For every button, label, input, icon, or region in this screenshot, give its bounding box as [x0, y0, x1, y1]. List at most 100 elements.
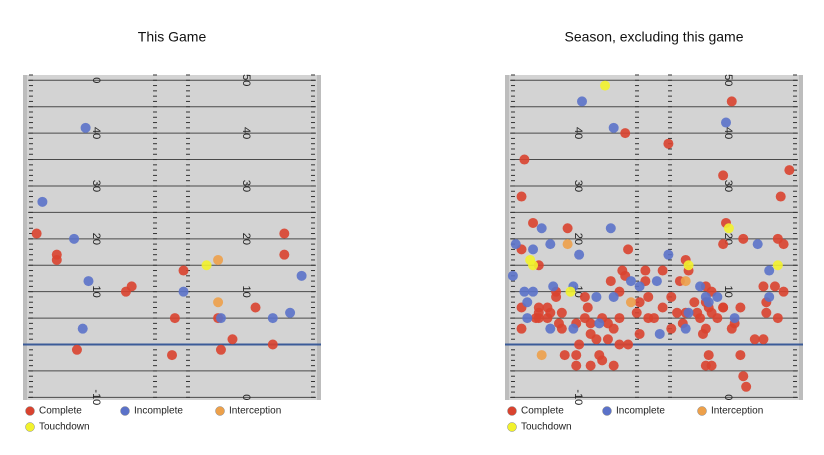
pass-point: [729, 313, 740, 324]
pass-point: [227, 334, 238, 345]
y2-tick-label: 50: [240, 74, 252, 86]
pass-point: [706, 360, 717, 371]
pass-point: [623, 244, 634, 255]
pass-point: [545, 323, 556, 334]
pass-point: [672, 307, 683, 318]
pass-point: [654, 328, 665, 339]
pass-point: [680, 276, 691, 287]
chart: Season, excluding this game 40 30 20 10 -10 50…: [505, 29, 803, 433]
pass-point: [519, 154, 530, 165]
pass-point: [528, 217, 539, 228]
y-tick-label: -10: [90, 389, 102, 405]
pass-point: [536, 223, 547, 234]
pass-point: [718, 239, 729, 250]
pass-point: [623, 339, 634, 350]
y2-tick-label: 40: [240, 127, 252, 139]
pass-point: [712, 291, 723, 302]
pass-point: [697, 328, 708, 339]
pass-point: [634, 328, 645, 339]
pass-point: [738, 233, 749, 244]
pass-point: [649, 313, 659, 324]
legend-label: Touchdown: [521, 422, 572, 433]
pass-point: [643, 291, 654, 302]
chart-title: This Game: [138, 29, 207, 45]
pass-point: [680, 323, 691, 334]
pass-point: [285, 307, 296, 318]
pass-point: [764, 265, 775, 276]
pass-point: [723, 223, 734, 234]
pass-point: [571, 360, 582, 371]
pass-point: [666, 323, 677, 334]
pass-point: [279, 228, 290, 239]
pass-point: [533, 313, 544, 324]
pass-point: [625, 276, 636, 287]
pass-point: [536, 350, 547, 361]
pass-point: [548, 281, 559, 292]
pass-point: [769, 281, 780, 292]
legend-marker: [25, 406, 35, 416]
pass-point: [634, 281, 645, 292]
pass-point: [507, 270, 518, 281]
field: [505, 75, 803, 400]
pass-point: [663, 249, 674, 260]
chart: This Game 0 40 30 20 10 -10 50 40 30 20 10 0 Complete…: [23, 29, 321, 433]
pass-point: [651, 276, 662, 287]
pass-point: [735, 350, 746, 361]
pass-point: [614, 313, 625, 324]
y2-tick-label: 0: [722, 394, 734, 400]
y-tick-label: 0: [90, 77, 102, 83]
pass-point: [528, 244, 539, 255]
pass-point: [585, 318, 596, 329]
pass-point: [556, 307, 567, 318]
pass-point: [721, 117, 731, 128]
pass-point: [522, 313, 533, 324]
y2-tick-label: 40: [722, 127, 734, 139]
pass-point: [574, 339, 585, 350]
pass-point: [657, 265, 668, 276]
legend-marker: [602, 406, 612, 416]
pass-point: [666, 291, 677, 302]
pass-point: [614, 339, 625, 350]
pass-point: [565, 286, 576, 297]
pass-point: [562, 239, 573, 250]
legend-label: Interception: [229, 406, 281, 417]
y-tick-label: 40: [572, 127, 584, 139]
y2-tick-label: 20: [240, 233, 252, 245]
pass-point: [625, 297, 636, 308]
pass-point: [585, 328, 596, 339]
pass-point: [778, 239, 789, 250]
pass-point: [634, 297, 645, 308]
pass-point: [784, 165, 795, 176]
legend-label: Interception: [711, 406, 763, 417]
pass-point: [620, 128, 631, 139]
pass-point: [718, 170, 729, 181]
pass-point: [663, 138, 674, 149]
legend-marker: [507, 422, 517, 432]
legend-marker: [120, 406, 130, 416]
pass-point: [726, 96, 737, 107]
pass-point: [178, 265, 189, 276]
sideline: [799, 75, 803, 400]
y-tick-label: 10: [90, 286, 102, 298]
pass-point: [579, 291, 590, 302]
legend-label: Complete: [39, 406, 82, 417]
pass-point: [764, 291, 775, 302]
pass-point: [522, 297, 533, 308]
pass-point: [267, 339, 278, 350]
pass-point: [597, 355, 608, 366]
pass-point: [559, 350, 570, 361]
sideline: [505, 75, 509, 400]
pass-point: [77, 323, 88, 334]
pass-point: [605, 276, 616, 287]
legend-marker: [215, 406, 225, 416]
legend-label: Incomplete: [616, 406, 665, 417]
pass-point: [516, 191, 527, 202]
pass-point: [602, 334, 613, 345]
pass-point: [772, 313, 783, 324]
pass-point: [201, 260, 212, 271]
pass-point: [31, 228, 42, 239]
pass-point: [519, 286, 530, 297]
pass-point: [80, 122, 91, 133]
pass-point: [741, 381, 752, 392]
